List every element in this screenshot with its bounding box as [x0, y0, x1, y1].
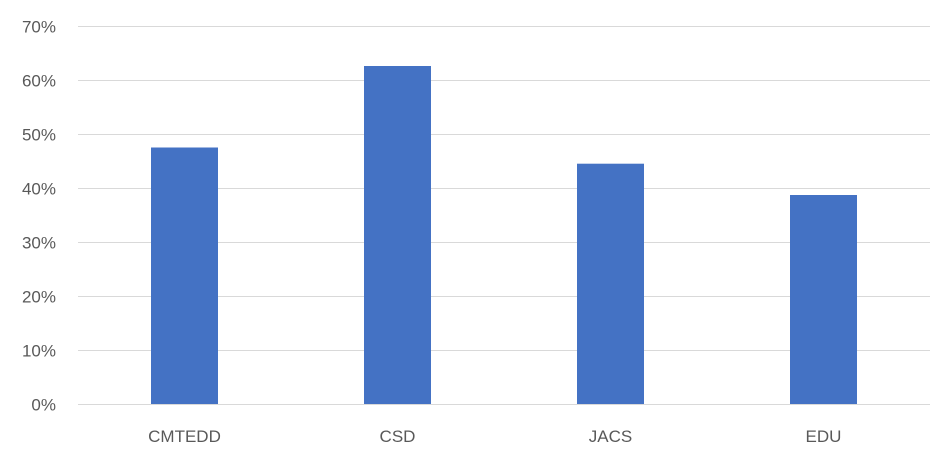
y-tick-label: 40%	[22, 180, 56, 199]
y-tick-label: 10%	[22, 342, 56, 361]
y-tick-label: 20%	[22, 288, 56, 307]
x-tick-label: CSD	[380, 427, 416, 446]
x-tick-label: EDU	[806, 427, 842, 446]
y-tick-label: 30%	[22, 234, 56, 253]
x-tick-label: JACS	[589, 427, 632, 446]
x-axis: CMTEDD CSD JACS EDU	[148, 427, 841, 446]
bar-csd	[364, 66, 431, 404]
y-tick-label: 50%	[22, 126, 56, 145]
bar-edu	[790, 195, 857, 404]
bars	[151, 66, 857, 404]
y-tick-label: 60%	[22, 72, 56, 91]
x-tick-label: CMTEDD	[148, 427, 221, 446]
y-tick-label: 0%	[31, 396, 56, 415]
y-axis: 0% 10% 20% 30% 40% 50% 60% 70%	[22, 18, 56, 415]
gridlines	[78, 26, 930, 405]
bar-jacs	[577, 163, 644, 404]
bar-cmtedd	[151, 147, 218, 404]
y-tick-label: 70%	[22, 18, 56, 37]
